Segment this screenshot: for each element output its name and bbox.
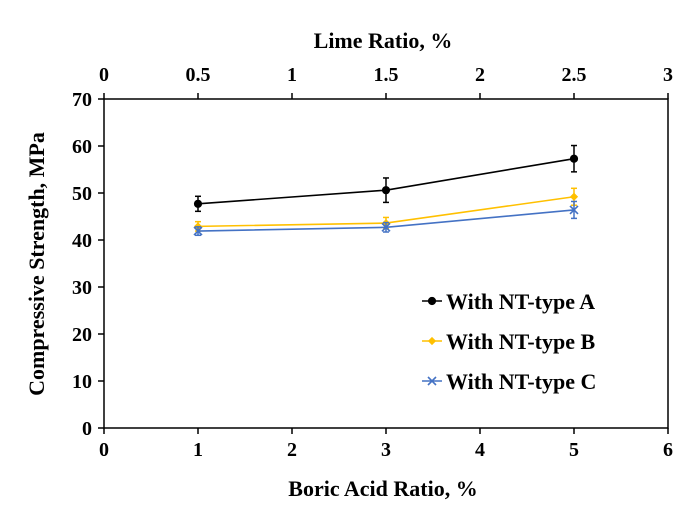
- x-tick-label: 4: [475, 439, 485, 461]
- data-point: [569, 192, 579, 201]
- x-tick-label: 0: [99, 439, 109, 461]
- legend-item: With NT-type B: [422, 329, 595, 354]
- x2-tick-label: 0: [99, 64, 109, 86]
- x2-tick-label: 1.5: [374, 64, 399, 86]
- x2-tick-label: 2: [475, 64, 485, 86]
- y-tick-label: 40: [72, 230, 92, 252]
- x2-tick-label: 1: [287, 64, 297, 86]
- y-tick-label: 30: [72, 277, 92, 299]
- y-tick-label: 70: [72, 89, 92, 111]
- data-point: [381, 186, 391, 195]
- x-tick-label: 3: [381, 439, 391, 461]
- legend-item: With NT-type A: [422, 289, 595, 314]
- legend-marker: [427, 376, 437, 386]
- x2-tick-label: 2.5: [562, 64, 587, 86]
- series-1: [193, 144, 579, 213]
- data-point: [193, 199, 203, 208]
- y-axis-title: Compressive Strength, MPa: [24, 132, 49, 396]
- legend-label: With NT-type A: [446, 289, 595, 314]
- legend-label: With NT-type B: [446, 329, 595, 354]
- x-tick-label: 1: [193, 439, 203, 461]
- data-point: [569, 205, 579, 215]
- legend-marker: [427, 296, 437, 306]
- secondary-x-axis-title: Lime Ratio, %: [314, 28, 453, 53]
- x2-tick-label: 3: [663, 64, 673, 86]
- legend: With NT-type A With NT-type B With NT-type…: [422, 289, 596, 394]
- x-axis: 0 1 2 3 4 5 6: [99, 428, 673, 461]
- y-tick-label: 20: [72, 324, 92, 346]
- x-axis-title: Boric Acid Ratio, %: [288, 476, 477, 501]
- series-3: [193, 200, 579, 237]
- x-tick-label: 5: [569, 439, 579, 461]
- x-tick-label: 6: [663, 439, 673, 461]
- x2-tick-label: 0.5: [186, 64, 211, 86]
- legend-marker: [427, 336, 437, 346]
- legend-label: With NT-type C: [446, 369, 596, 394]
- y-axis: 0 10 20 30 40 50 60 70: [72, 89, 104, 440]
- data-point: [381, 222, 391, 232]
- data-point: [193, 226, 203, 236]
- y-tick-label: 50: [72, 183, 92, 205]
- y-tick-label: 0: [82, 418, 92, 440]
- y-tick-label: 60: [72, 136, 92, 158]
- data-point: [569, 154, 579, 163]
- series-layer: [193, 144, 579, 237]
- y-tick-label: 10: [72, 371, 92, 393]
- secondary-x-axis: 0 0.5 1 1.5 2 2.5 3: [99, 64, 673, 99]
- x-tick-label: 2: [287, 439, 297, 461]
- legend-item: With NT-type C: [422, 369, 596, 394]
